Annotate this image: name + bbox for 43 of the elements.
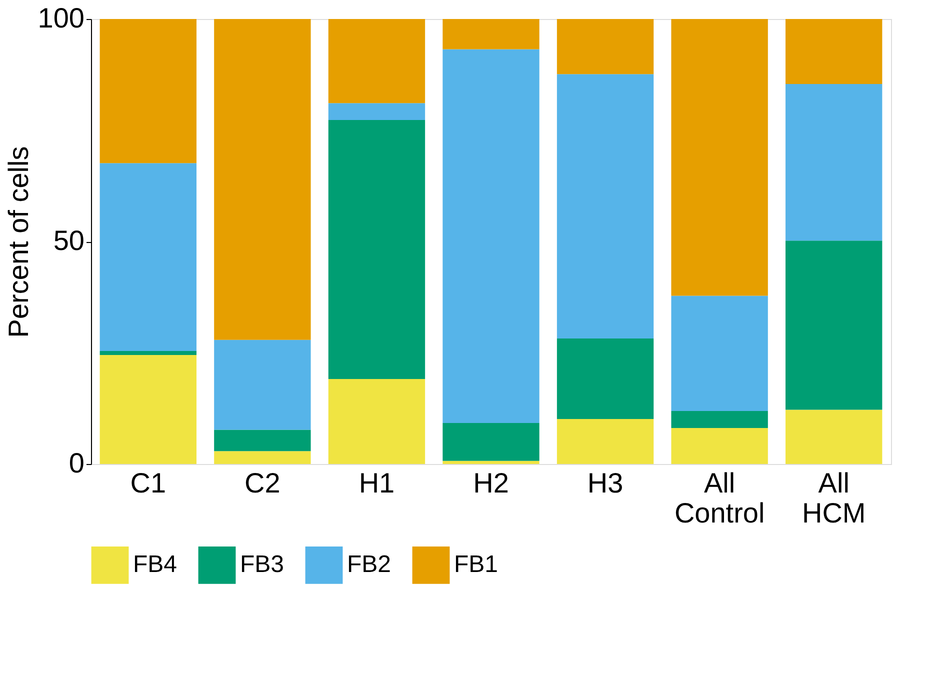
legend-label: FB2 <box>347 551 392 578</box>
bar <box>556 74 654 339</box>
bar <box>214 430 311 452</box>
legend-label: FB4 <box>133 551 178 578</box>
bar <box>442 423 540 461</box>
bar <box>786 410 882 464</box>
y-tick-label: 100 <box>38 2 84 34</box>
bar <box>214 19 311 340</box>
bar <box>556 419 654 464</box>
bar <box>671 428 768 464</box>
bar <box>671 296 768 412</box>
bar <box>442 460 540 464</box>
bar <box>442 19 540 50</box>
y-axis-title: Percent of cells <box>2 146 34 338</box>
bar <box>556 19 654 74</box>
bar <box>214 340 311 430</box>
bar <box>786 19 882 84</box>
bar <box>100 19 196 164</box>
x-tick-label: C2 <box>244 468 280 498</box>
bar <box>100 163 196 351</box>
x-tick-label: H1 <box>358 468 395 498</box>
bar <box>328 120 426 380</box>
y-tick-label: 50 <box>53 225 84 256</box>
bar <box>100 354 196 464</box>
bar <box>671 19 768 296</box>
y-tick-label: 0 <box>68 448 84 478</box>
x-tick-label: All HCM <box>802 468 866 528</box>
bar <box>214 451 311 464</box>
legend-label: FB1 <box>454 551 498 578</box>
bar <box>671 411 768 428</box>
bar <box>442 49 540 424</box>
x-tick-label: All Control <box>674 468 765 528</box>
bar <box>328 19 426 104</box>
bar <box>556 338 654 420</box>
x-tick-label: H3 <box>587 468 624 498</box>
legend-label: FB3 <box>240 551 284 578</box>
bar <box>786 240 882 410</box>
bar <box>100 350 196 355</box>
bar <box>328 379 426 464</box>
x-tick-label: H2 <box>473 468 509 498</box>
bar <box>786 84 882 241</box>
x-tick-label: C1 <box>130 468 166 498</box>
bar <box>328 103 426 120</box>
